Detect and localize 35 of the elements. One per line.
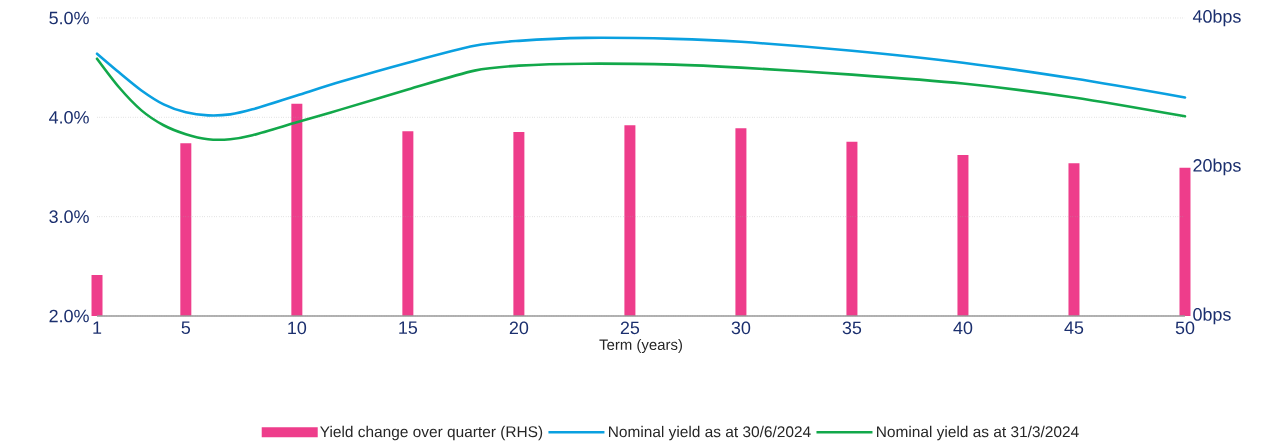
y-tick-label: 4.0%	[49, 110, 89, 124]
bar	[846, 141, 858, 316]
bar	[957, 155, 969, 316]
x-tick-label: 40	[953, 321, 973, 335]
line-series	[95, 36, 1187, 117]
legend-label: Nominal yield as at 30/6/2024	[609, 425, 811, 441]
y2-tick-label: 0bps	[1193, 307, 1231, 325]
legend-label: Yield change over quarter (RHS)	[320, 425, 543, 441]
bar	[180, 143, 192, 316]
x-tick-label: 5	[181, 321, 191, 335]
x-tick-label: 1	[93, 321, 102, 334]
y-tick-label: 3.0%	[49, 210, 89, 223]
y-tick-label: 5.0%	[49, 11, 89, 25]
x-tick-label: 30	[731, 321, 751, 335]
x-tick-label: 50	[1175, 321, 1195, 335]
bar	[91, 275, 103, 316]
bar	[291, 103, 303, 316]
bar	[624, 125, 636, 316]
y-tick-label: 2.0%	[49, 309, 89, 323]
x-tick-label: 10	[288, 321, 307, 335]
x-tick-label: 25	[620, 321, 640, 335]
line-series	[95, 57, 1187, 141]
y2-tick-label: 40bps	[1192, 9, 1241, 27]
legend-label: Nominal yield as at 31/3/2024	[877, 425, 1079, 441]
bar	[513, 131, 525, 316]
y2-tick-label: 20bps	[1193, 158, 1241, 176]
x-tick-label: 20	[509, 321, 529, 335]
x-tick-label: 15	[399, 321, 418, 335]
bar	[1179, 167, 1191, 316]
bar	[402, 131, 414, 316]
x-tick-label: 35	[842, 321, 862, 335]
x-tick-label: 45	[1064, 321, 1084, 335]
bar	[735, 128, 747, 316]
bar	[1068, 163, 1080, 316]
x-axis-title: Term (years)	[599, 339, 682, 353]
